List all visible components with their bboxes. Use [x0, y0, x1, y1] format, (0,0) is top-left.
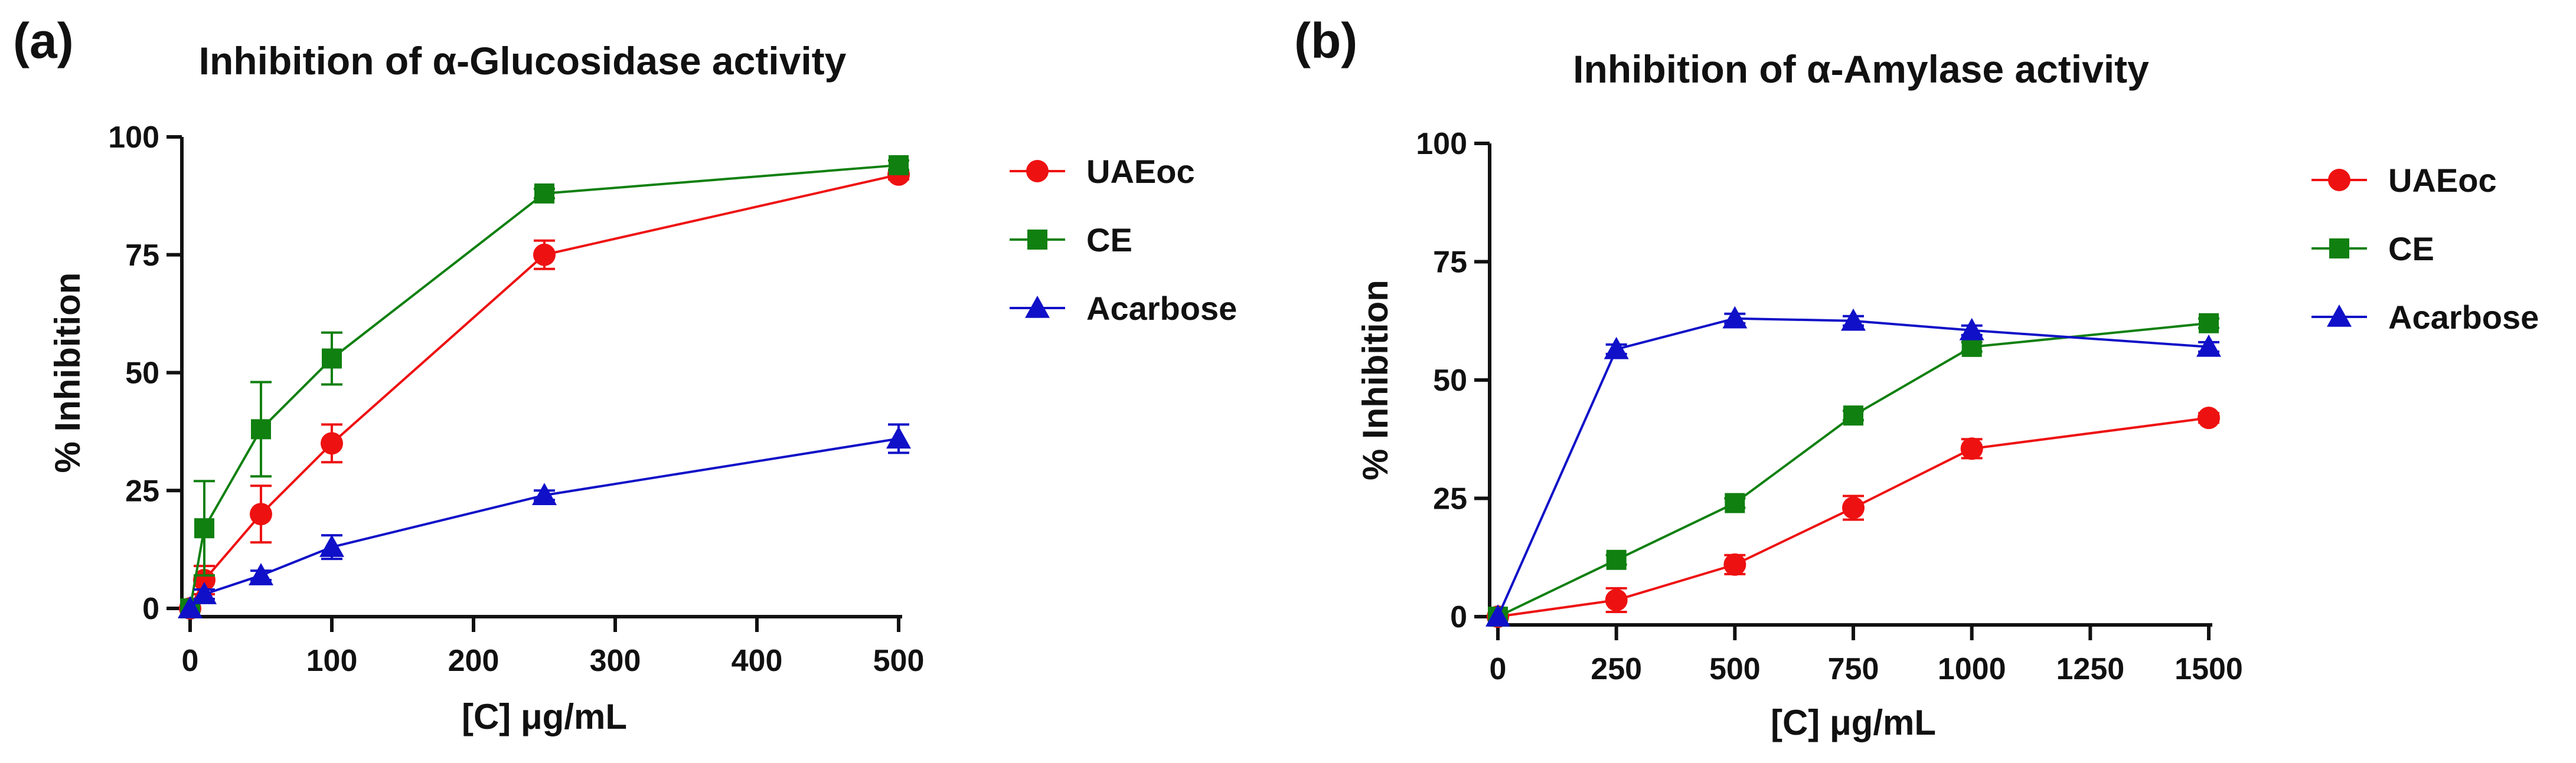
- panel-b-legend-marker: [2328, 169, 2350, 191]
- panel-b-x-axis-title: [C] μg/mL: [1771, 703, 1936, 742]
- panel-b-data-point: [2198, 407, 2220, 430]
- panel-b-series-line: [1497, 322, 2209, 618]
- panel-a-data-point: [192, 582, 217, 604]
- panel-b-x-tick-label: 1250: [2056, 652, 2124, 686]
- panel-b-series-line: [1497, 317, 2209, 617]
- panel-b-series-line: [1497, 417, 2209, 618]
- panel-a-legend-marker: [1026, 160, 1049, 182]
- panel-b-data-point: [1604, 336, 1629, 359]
- panel-a-x-tick-label: 300: [590, 644, 641, 678]
- panel-b-y-tick-label: 25: [1433, 482, 1467, 516]
- panel-a-x-tick-label: 500: [873, 644, 925, 678]
- panel-b-x-tick-label: 250: [1591, 652, 1642, 686]
- panel-a-data-point: [322, 348, 342, 369]
- panel-b-x-tick-label: 500: [1709, 652, 1761, 686]
- panel-a-data-point: [532, 483, 557, 506]
- panel-b-data-point: [1725, 493, 1745, 513]
- panel-a-data-point: [319, 535, 344, 557]
- panel-b-y-tick-label: 0: [1450, 600, 1467, 634]
- panel-a-series-line: [189, 437, 899, 610]
- panel-a-x-tick-label: 200: [448, 644, 499, 678]
- panel-b-legend-label: UAEoc: [2388, 162, 2497, 199]
- panel-b-data-point: [1841, 308, 1866, 331]
- panel-a-data-point: [251, 419, 271, 440]
- panel-b-data-point: [1960, 437, 1983, 460]
- panel-a-data-point: [321, 432, 343, 455]
- panel-a-glucosidase-chart: (a) Inhibition of α-Glucosidase activity 0…: [13, 13, 1237, 736]
- panel-a-panel-label: (a): [13, 13, 74, 68]
- panel-a-data-point: [249, 563, 273, 585]
- panel-b-y-tick-label: 75: [1433, 245, 1467, 280]
- panel-b-data-point: [1605, 588, 1628, 611]
- panel-a-chart-title: Inhibition of α-Glucosidase activity: [199, 39, 847, 83]
- panel-a-data-point: [194, 518, 214, 539]
- panel-a-x-tick-label: 0: [182, 644, 199, 678]
- panel-b-data-point: [1485, 604, 1510, 627]
- panel-b-data-point: [1842, 496, 1865, 519]
- panel-a-legend-marker: [1027, 230, 1047, 250]
- panel-a-legend-label: UAEoc: [1086, 153, 1195, 190]
- panel-b-data-point: [1723, 553, 1746, 576]
- panel-a-data-point: [886, 426, 911, 449]
- panel-b-chart-title: Inhibition of α-Amylase activity: [1573, 47, 2149, 91]
- panel-a-y-tick-label: 100: [108, 120, 159, 155]
- panel-b-series-ce: [1488, 313, 2219, 627]
- panel-b-legend-marker: [2327, 304, 2352, 327]
- panel-a-y-axis-title: % Inhibition: [48, 273, 87, 473]
- panel-a-data-point: [533, 243, 556, 266]
- panel-b-data-point: [2196, 334, 2221, 357]
- panel-a-data-point: [889, 155, 909, 175]
- panel-b-y-axis-title: % Inhibition: [1356, 280, 1395, 480]
- panel-a-series-uaeoc: [179, 163, 910, 620]
- panel-a-y-tick-label: 25: [125, 474, 159, 508]
- panel-b-legend-label: Acarbose: [2388, 299, 2539, 336]
- panel-a-data-point: [534, 183, 554, 204]
- panel-a-y-tick-label: 75: [125, 238, 159, 273]
- panel-a-series-line: [189, 163, 899, 609]
- panel-a-y-tick-label: 50: [125, 356, 159, 391]
- panel-b-data-point: [1722, 306, 1748, 329]
- panel-b-panel-label: (b): [1294, 13, 1357, 68]
- panel-b-x-tick-label: 1000: [1938, 652, 2006, 686]
- panel-b-legend-label: CE: [2388, 230, 2434, 267]
- panel-b-x-tick-label: 1500: [2175, 652, 2243, 686]
- panel-b-series-uaeoc: [1487, 407, 2220, 628]
- panel-b-legend-marker: [2329, 238, 2349, 258]
- panel-b-data-point: [2199, 313, 2219, 333]
- panel-a-y-tick-label: 0: [142, 592, 159, 626]
- panel-a-x-tick-label: 100: [306, 644, 358, 678]
- panel-b-data-point: [1843, 405, 1863, 426]
- panel-a-legend-label: Acarbose: [1086, 290, 1237, 327]
- panel-a-series-acarbose: [178, 423, 911, 618]
- panel-b-x-tick-label: 0: [1490, 652, 1507, 686]
- panel-a-legend-marker: [1025, 296, 1050, 318]
- panel-b-x-tick-label: 750: [1828, 652, 1879, 686]
- panel-b-y-tick-label: 50: [1433, 364, 1467, 398]
- panel-b-data-point: [1959, 317, 1984, 340]
- panel-b-y-tick-label: 100: [1416, 127, 1467, 161]
- panel-a-series-ce: [180, 155, 909, 618]
- panel-a-data-point: [178, 596, 203, 618]
- panel-b-amylase-chart: (b) Inhibition of α-Amylase activity 0 25 50…: [1294, 13, 2539, 742]
- panel-a-x-axis-title: [C] μg/mL: [462, 697, 627, 736]
- panel-a-x-tick-label: 400: [732, 644, 783, 678]
- panel-b-data-point: [1606, 549, 1627, 570]
- panel-a-legend-label: CE: [1086, 221, 1132, 258]
- panel-b-series-acarbose: [1485, 306, 2221, 627]
- panel-a-data-point: [250, 503, 272, 526]
